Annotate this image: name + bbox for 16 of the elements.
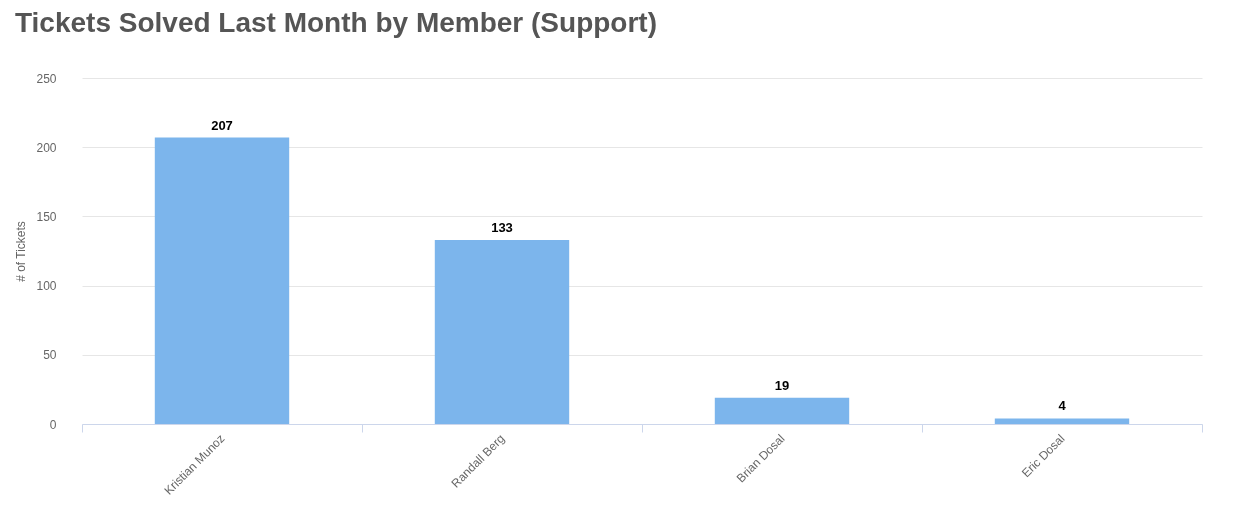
bar xyxy=(154,137,290,424)
data-label: 19 xyxy=(774,377,790,393)
data-label: 4 xyxy=(1058,398,1067,414)
y-tick-label: 50 xyxy=(43,348,57,363)
y-tick-label: 200 xyxy=(36,140,57,155)
y-tick-label: 250 xyxy=(36,71,57,86)
y-tick-label: 100 xyxy=(36,279,57,294)
y-axis-title: # of Tickets xyxy=(14,221,29,282)
data-label: 207 xyxy=(211,117,233,133)
y-tick-label: 0 xyxy=(49,417,57,432)
data-label: 133 xyxy=(491,219,513,235)
bar xyxy=(714,397,850,424)
bar xyxy=(994,418,1130,424)
bar xyxy=(434,239,570,424)
chart-title: Tickets Solved Last Month by Member (Support) xyxy=(14,7,657,38)
y-tick-label: 150 xyxy=(36,209,57,224)
